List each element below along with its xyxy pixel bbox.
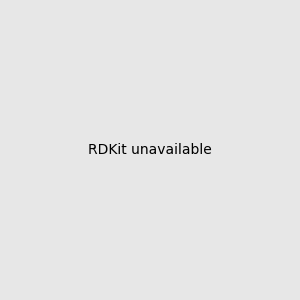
Text: RDKit unavailable: RDKit unavailable: [88, 143, 212, 157]
